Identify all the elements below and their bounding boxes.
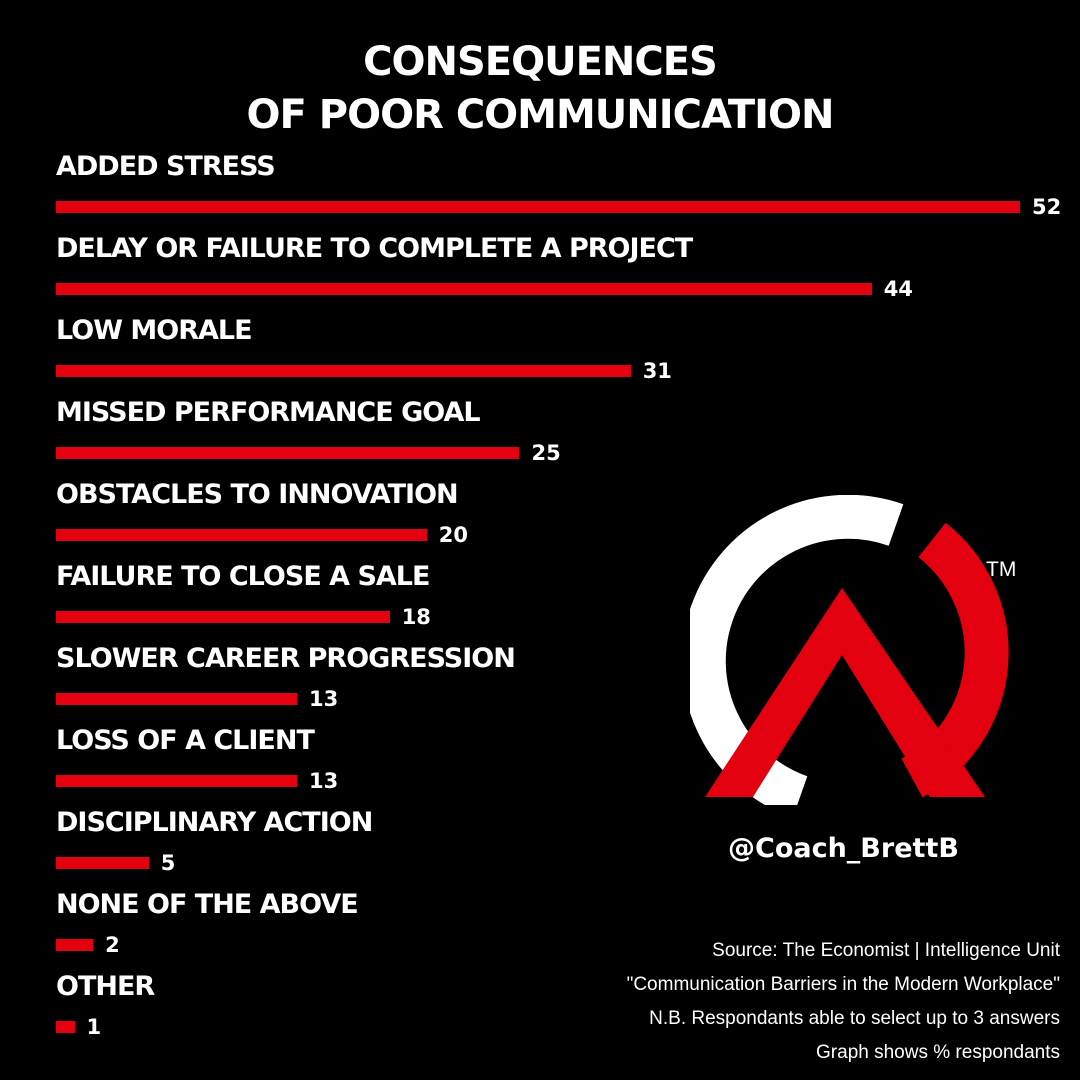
- category-label: DELAY OR FAILURE TO COMPLETE A PROJECT: [56, 233, 693, 264]
- logo-a-icon: [705, 588, 985, 797]
- data-label: 52: [1032, 195, 1062, 219]
- bar: [56, 857, 149, 869]
- chart-title-line2: OF POOR COMMUNICATION: [246, 92, 835, 138]
- chart-title-line1: CONSEQUENCES: [363, 39, 718, 85]
- data-label: 20: [438, 523, 468, 547]
- data-label: 2: [105, 933, 120, 957]
- bar: [56, 529, 427, 541]
- source-line-1: Source: The Economist | Intelligence Uni…: [712, 940, 1060, 961]
- category-label: DISCIPLINARY ACTION: [56, 807, 373, 838]
- bar: [56, 365, 631, 377]
- data-label: 13: [309, 687, 339, 711]
- source-line-2: "Communication Barriers in the Modern Wo…: [626, 974, 1060, 995]
- category-label: SLOWER CAREER PROGRESSION: [56, 643, 516, 674]
- category-label: LOW MORALE: [56, 315, 253, 346]
- data-label: 18: [401, 605, 431, 629]
- category-label: NONE OF THE ABOVE: [56, 889, 359, 920]
- bar: [56, 611, 390, 623]
- data-label: 1: [86, 1015, 102, 1039]
- bar: [56, 775, 297, 787]
- bar: [56, 201, 1020, 213]
- category-label: LOSS OF A CLIENT: [56, 725, 315, 756]
- category-label: OBSTACLES TO INNOVATION: [56, 479, 459, 510]
- bar: [56, 939, 94, 951]
- category-label: OTHER: [56, 971, 155, 1002]
- data-label: 5: [160, 851, 176, 875]
- bar: [56, 283, 872, 295]
- category-label: ADDED STRESS: [56, 151, 276, 182]
- ca-monogram-logo: TM: [690, 495, 1016, 805]
- bar: [56, 1021, 75, 1033]
- social-handle: @Coach_BrettB: [728, 833, 959, 864]
- category-label: MISSED PERFORMANCE GOAL: [56, 397, 481, 428]
- category-label: FAILURE TO CLOSE A SALE: [56, 561, 430, 592]
- trademark-label: TM: [986, 558, 1016, 581]
- data-label: 31: [642, 359, 672, 383]
- bar: [56, 447, 520, 459]
- source-line-4: Graph shows % respondants: [816, 1042, 1060, 1063]
- data-label: 44: [883, 277, 913, 301]
- data-label: 25: [531, 441, 561, 465]
- source-line-3: N.B. Respondants able to select up to 3 …: [649, 1008, 1060, 1029]
- bar: [56, 693, 297, 705]
- data-label: 13: [309, 769, 339, 793]
